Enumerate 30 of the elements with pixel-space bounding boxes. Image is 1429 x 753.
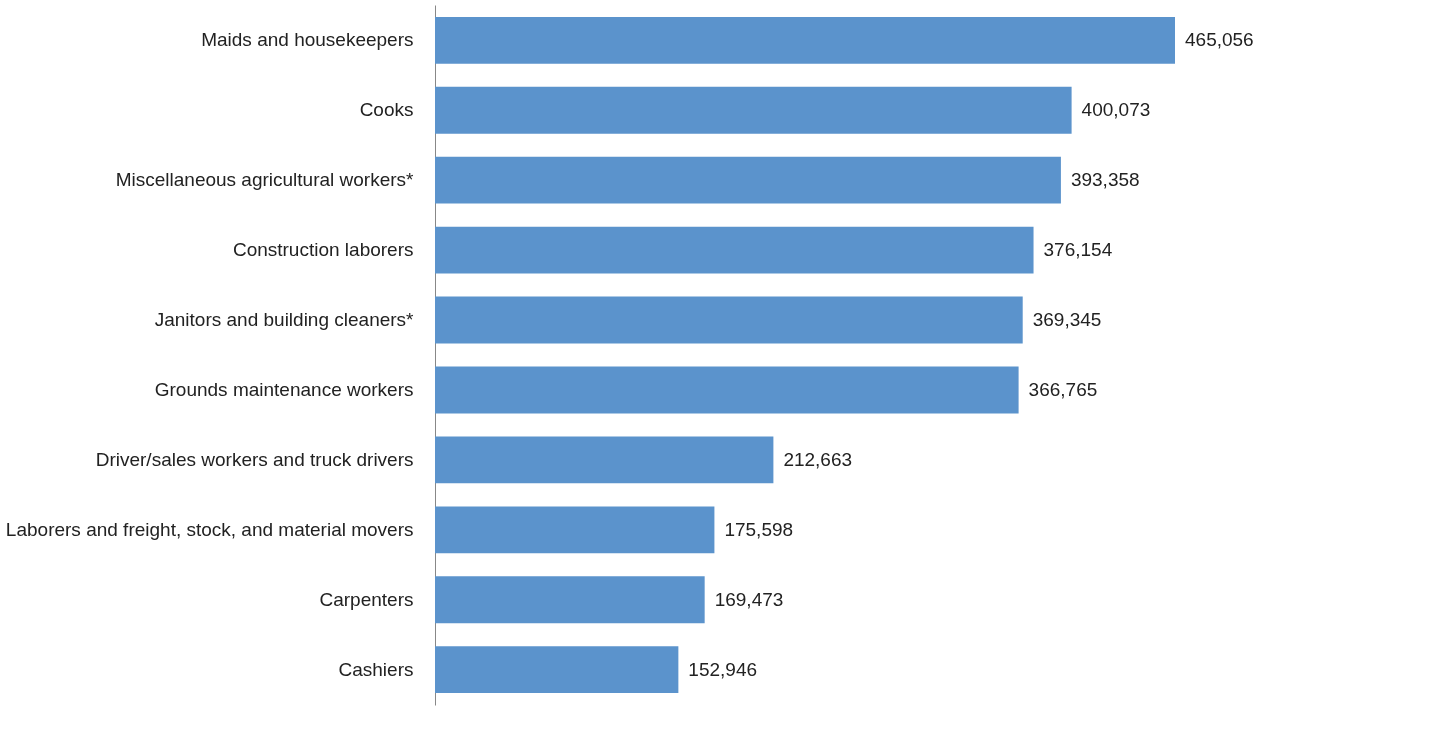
data-label: 369,345: [1032, 309, 1102, 331]
y-tick-label: Construction laborers: [232, 239, 414, 261]
y-tick-label: Janitors and building cleaners*: [154, 309, 415, 331]
bar: [435, 576, 705, 624]
data-label: 376,154: [1043, 239, 1113, 261]
y-tick-label: Maids and housekeepers: [201, 29, 414, 51]
y-tick-label: Grounds maintenance workers: [154, 378, 414, 400]
bar: [435, 646, 679, 694]
bar: [435, 296, 1023, 344]
y-tick-label: Laborers and freight, stock, and material movers: [5, 518, 414, 540]
bar: [435, 506, 715, 554]
y-tick-label: Carpenters: [319, 588, 414, 610]
data-label: 465,056: [1185, 29, 1254, 51]
data-label: 366,765: [1028, 378, 1098, 400]
data-label: 175,598: [724, 518, 794, 540]
bar: [435, 86, 1072, 134]
y-tick-label: Cooks: [359, 99, 414, 121]
data-label: 393,358: [1070, 169, 1140, 191]
y-tick-label: Miscellaneous agricultural workers*: [115, 169, 415, 191]
bar: [435, 156, 1061, 204]
bar: [435, 16, 1175, 64]
bar: [435, 436, 774, 484]
y-tick-label: Driver/sales workers and truck drivers: [95, 448, 414, 470]
data-label: 152,946: [688, 658, 758, 680]
data-label: 400,073: [1081, 99, 1151, 121]
data-label: 212,663: [783, 448, 853, 470]
data-label: 169,473: [714, 588, 784, 610]
bar: [435, 226, 1034, 274]
bar: [435, 366, 1019, 414]
y-tick-label: Cashiers: [338, 658, 414, 680]
